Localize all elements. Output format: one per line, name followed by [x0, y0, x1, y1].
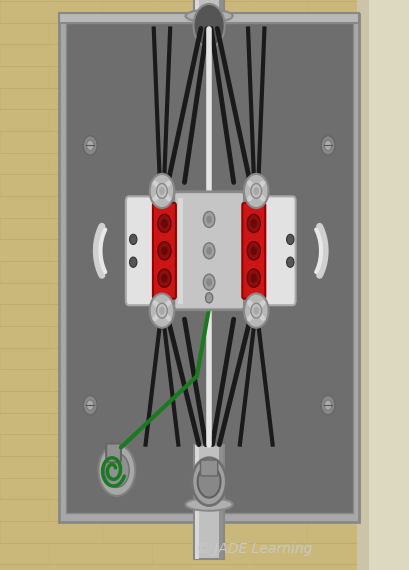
Circle shape: [324, 140, 331, 150]
Circle shape: [203, 274, 214, 290]
Polygon shape: [356, 0, 368, 570]
Circle shape: [129, 257, 137, 267]
Circle shape: [193, 4, 224, 47]
Bar: [218, 0, 222, 28]
Circle shape: [203, 243, 214, 259]
Circle shape: [286, 234, 293, 245]
Circle shape: [243, 294, 268, 328]
Circle shape: [253, 307, 258, 315]
Circle shape: [320, 136, 334, 155]
Bar: [59, 14, 358, 522]
Circle shape: [157, 269, 171, 287]
Circle shape: [286, 257, 293, 267]
Circle shape: [149, 174, 174, 208]
FancyBboxPatch shape: [262, 196, 295, 306]
Bar: [218, 445, 222, 559]
Circle shape: [205, 293, 212, 303]
Circle shape: [247, 269, 260, 287]
Circle shape: [161, 246, 167, 255]
Circle shape: [161, 219, 167, 228]
Circle shape: [206, 278, 211, 286]
Circle shape: [129, 234, 137, 245]
Circle shape: [149, 294, 174, 328]
FancyBboxPatch shape: [153, 203, 175, 299]
Circle shape: [191, 458, 226, 506]
FancyBboxPatch shape: [106, 443, 121, 462]
Bar: [59, 13, 358, 23]
Text: © JADE Learning: © JADE Learning: [196, 542, 312, 556]
Circle shape: [156, 184, 167, 198]
Bar: [65, 23, 352, 513]
Circle shape: [159, 187, 164, 195]
Circle shape: [324, 400, 331, 410]
Circle shape: [86, 140, 94, 150]
Ellipse shape: [185, 498, 232, 511]
Circle shape: [156, 303, 167, 318]
Circle shape: [203, 211, 214, 227]
Circle shape: [104, 453, 129, 487]
Circle shape: [161, 274, 167, 283]
Bar: [193, 0, 224, 28]
Circle shape: [206, 247, 211, 255]
Bar: [195, 0, 199, 28]
Bar: [195, 445, 199, 559]
Circle shape: [83, 396, 97, 415]
Circle shape: [250, 303, 261, 318]
Circle shape: [250, 219, 256, 228]
Ellipse shape: [185, 10, 232, 22]
Circle shape: [247, 242, 260, 260]
Circle shape: [98, 445, 135, 496]
Circle shape: [159, 307, 164, 315]
Polygon shape: [356, 0, 409, 570]
Circle shape: [86, 400, 94, 410]
FancyBboxPatch shape: [173, 192, 244, 310]
Circle shape: [83, 136, 97, 155]
Circle shape: [157, 242, 171, 260]
Circle shape: [250, 246, 256, 255]
Circle shape: [253, 187, 258, 195]
Circle shape: [243, 174, 268, 208]
Circle shape: [206, 215, 211, 223]
FancyBboxPatch shape: [200, 460, 217, 476]
Circle shape: [250, 274, 256, 283]
Circle shape: [157, 214, 171, 233]
Circle shape: [247, 214, 260, 233]
Circle shape: [320, 396, 334, 415]
FancyBboxPatch shape: [242, 203, 265, 299]
Bar: [193, 445, 224, 559]
Circle shape: [197, 466, 220, 498]
Circle shape: [250, 184, 261, 198]
FancyBboxPatch shape: [126, 196, 159, 306]
Bar: [178, 198, 183, 303]
